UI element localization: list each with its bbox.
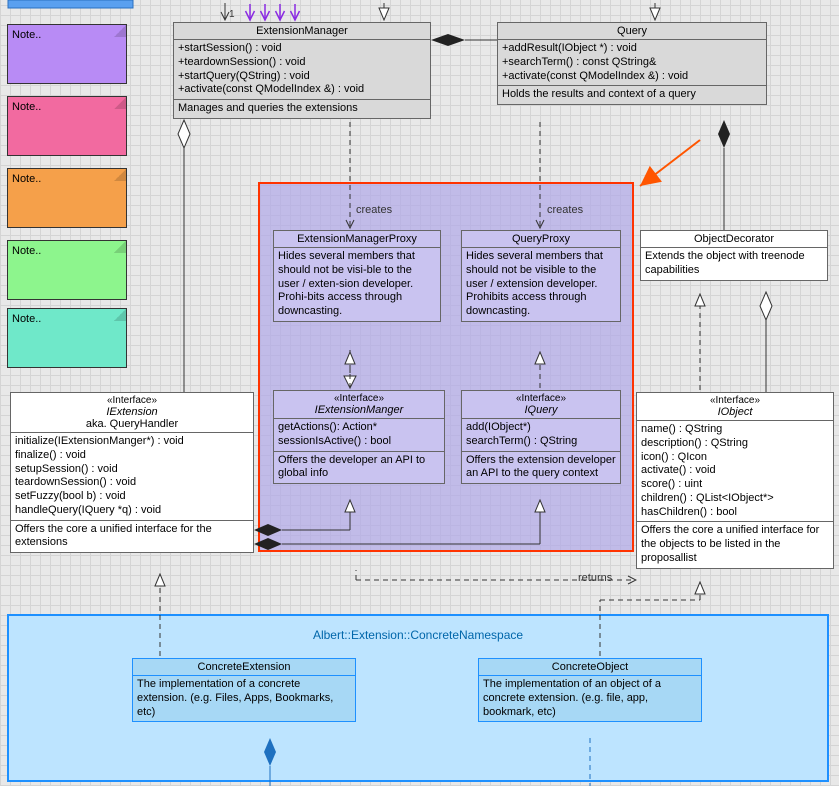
desc: Manages and queries the extensions bbox=[174, 100, 430, 118]
label-creates-1: creates bbox=[356, 204, 392, 216]
class-extension-manager-proxy: ExtensionManagerProxy Hides several memb… bbox=[273, 230, 441, 322]
desc: Hides several members that should not be… bbox=[274, 248, 440, 321]
title: «Interface» IObject bbox=[637, 393, 833, 421]
class-extension-manager: ExtensionManager +startSession() : void … bbox=[173, 22, 431, 119]
interface-iquery: «Interface» IQuery add(IObject*) searchT… bbox=[461, 390, 621, 484]
title: ExtensionManager bbox=[174, 23, 430, 40]
methods: getActions(): Action* sessionIsActive() … bbox=[274, 419, 444, 452]
note-orange: Note.. bbox=[7, 168, 127, 228]
desc: Offers the developer an API to global in… bbox=[274, 452, 444, 484]
title: «Interface» IQuery bbox=[462, 391, 620, 419]
class-concrete-extension: ConcreteExtension The implementation of … bbox=[132, 658, 356, 722]
label-returns: returns bbox=[578, 572, 612, 584]
interface-iobject: «Interface» IObject name() : QString des… bbox=[636, 392, 834, 569]
desc: Hides several members that should not be… bbox=[462, 248, 620, 321]
desc: Offers the core a unified interface for … bbox=[637, 522, 833, 567]
desc: The implementation of an object of a con… bbox=[479, 676, 701, 721]
title: QueryProxy bbox=[462, 231, 620, 248]
class-concrete-object: ConcreteObject The implementation of an … bbox=[478, 658, 702, 722]
methods: +startSession() : void +teardownSession(… bbox=[174, 40, 430, 100]
desc: The implementation of a concrete extensi… bbox=[133, 676, 355, 721]
title: «Interface» IExtension aka. QueryHandler bbox=[11, 393, 253, 433]
title: Query bbox=[498, 23, 766, 40]
class-object-decorator: ObjectDecorator Extends the object with … bbox=[640, 230, 828, 281]
title: ConcreteExtension bbox=[133, 659, 355, 676]
label-creates-2: creates bbox=[547, 204, 583, 216]
namespace-label: Albert::Extension::ConcreteNamespace bbox=[7, 628, 829, 642]
methods: add(IObject*) searchTerm() : QString bbox=[462, 419, 620, 452]
note-teal: Note.. bbox=[7, 308, 127, 368]
desc: Holds the results and context of a query bbox=[498, 86, 766, 104]
svg-text:1: 1 bbox=[229, 9, 235, 20]
title: ObjectDecorator bbox=[641, 231, 827, 248]
methods: initialize(IExtensionManger*) : void fin… bbox=[11, 433, 253, 521]
methods: name() : QString description() : QString… bbox=[637, 421, 833, 522]
class-query: Query +addResult(IObject *) : void +sear… bbox=[497, 22, 767, 105]
desc: Extends the object with treenode capabil… bbox=[641, 248, 827, 280]
interface-iextension-manager: «Interface» IExtensionManger getActions(… bbox=[273, 390, 445, 484]
title: ExtensionManagerProxy bbox=[274, 231, 440, 248]
note-green: Note.. bbox=[7, 240, 127, 300]
class-query-proxy: QueryProxy Hides several members that sh… bbox=[461, 230, 621, 322]
desc: Offers the core a unified interface for … bbox=[11, 521, 253, 553]
desc: Offers the extension developer an API to… bbox=[462, 452, 620, 484]
title: ConcreteObject bbox=[479, 659, 701, 676]
note-purple: Note.. bbox=[7, 24, 127, 84]
methods: +addResult(IObject *) : void +searchTerm… bbox=[498, 40, 766, 86]
title: «Interface» IExtensionManger bbox=[274, 391, 444, 419]
interface-iextension: «Interface» IExtension aka. QueryHandler… bbox=[10, 392, 254, 553]
note-pink: Note.. bbox=[7, 96, 127, 156]
